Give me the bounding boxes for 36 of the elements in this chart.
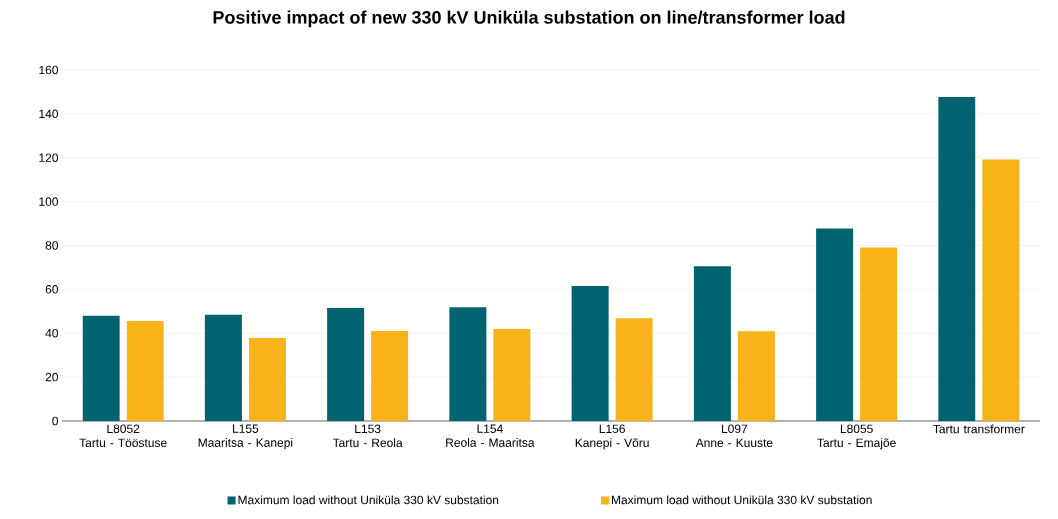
bar	[449, 307, 487, 421]
x-tick-label: L155 Maaritsa - Kanepi	[198, 424, 293, 450]
bar	[816, 228, 854, 421]
y-tick-label: 40	[45, 329, 59, 338]
y-tick-label: 60	[45, 285, 59, 294]
bar	[204, 314, 242, 421]
y-tick-label: 140	[39, 109, 59, 119]
x-tick-label: L8052 Tartu - Tööstuse	[79, 424, 167, 448]
x-tick-label: L153 Tartu - Reola	[332, 424, 403, 448]
bar	[248, 338, 286, 421]
bar	[982, 159, 1020, 421]
y-tick-label: 20	[45, 372, 59, 382]
x-tick-label: Tartu transformer	[933, 424, 1025, 434]
bar	[493, 329, 531, 421]
bar	[860, 247, 898, 421]
bar	[126, 320, 164, 421]
x-tick-label: L097 Anne - Kuuste	[695, 424, 773, 448]
legend-label: Maximum load without Uniküla 330 kV substation	[238, 495, 499, 505]
chart-title: Positive impact of new 330 kV Uniküla substation on line/transformer load	[213, 10, 845, 28]
y-tick-label: 0	[52, 416, 59, 426]
y-tick-label: 80	[45, 241, 59, 250]
y-tick-label: 120	[39, 153, 59, 162]
bar	[327, 308, 365, 421]
x-tick-label: L8055 Tartu - Emajõe	[817, 424, 896, 450]
bar	[82, 315, 120, 421]
legend-label: Maximum load without Uniküla 330 kV substation	[611, 495, 872, 505]
y-tick-label: 160	[39, 65, 59, 75]
bar	[615, 318, 653, 421]
y-tick-label: 100	[39, 197, 59, 206]
bar	[737, 331, 775, 421]
bar	[371, 331, 409, 421]
bar	[693, 266, 731, 421]
x-tick-label: L156 Kanepi - Võru	[575, 424, 649, 450]
bar	[938, 96, 976, 421]
bar	[571, 286, 609, 421]
x-tick-label: L154 Reola - Maaritsa	[446, 424, 535, 447]
